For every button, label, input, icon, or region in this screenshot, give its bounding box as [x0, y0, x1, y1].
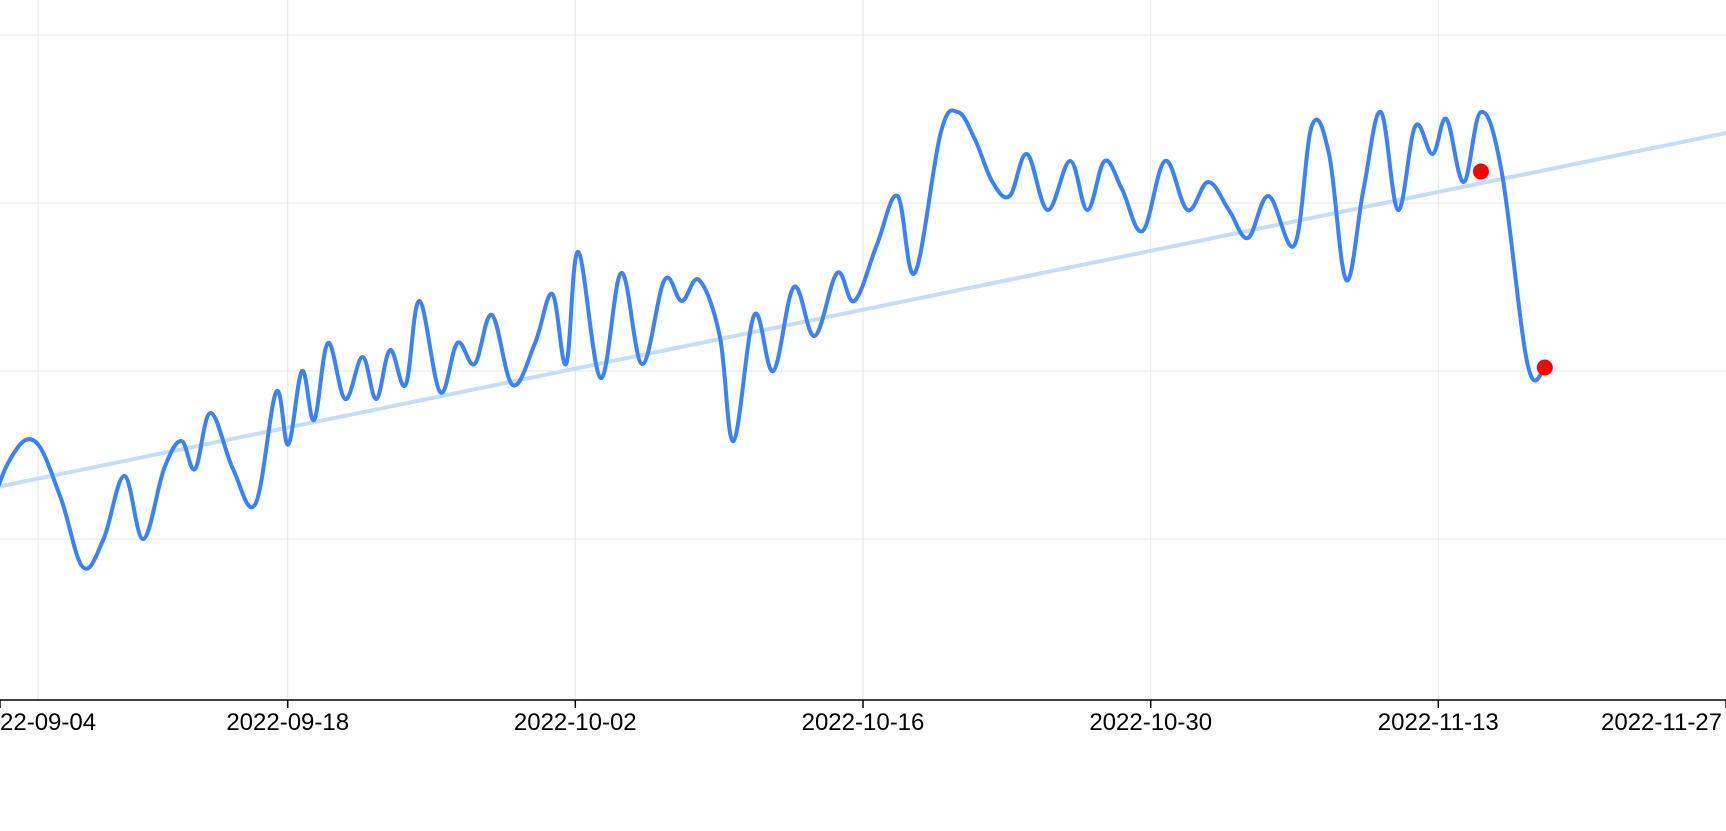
x-tick-label: 2022-09-18 — [226, 709, 349, 736]
x-tick-label: 2022-10-02 — [514, 709, 637, 736]
x-tick-label: 2022-11-27 — [1601, 709, 1722, 736]
x-tick-label: 22-09-04 — [0, 709, 96, 736]
anomaly-marker — [1537, 360, 1553, 376]
line-chart: 22-09-04 2022-09-18 2022-10-02 2022-10-16 20… — [0, 0, 1726, 831]
x-tick-label: 2022-10-30 — [1089, 709, 1212, 736]
chart-svg: 22-09-04 2022-09-18 2022-10-02 2022-10-16 20… — [0, 0, 1726, 831]
x-tick-label: 2022-11-13 — [1378, 709, 1499, 736]
x-tick-label: 2022-10-16 — [802, 709, 925, 736]
anomaly-marker — [1473, 164, 1489, 180]
